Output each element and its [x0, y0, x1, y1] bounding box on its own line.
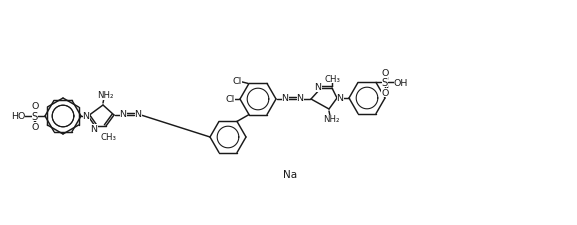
- Text: S: S: [32, 112, 38, 122]
- Text: Cl: Cl: [233, 76, 242, 86]
- Text: NH₂: NH₂: [323, 115, 339, 124]
- Text: S: S: [382, 78, 388, 88]
- Text: N: N: [314, 83, 321, 92]
- Text: O: O: [31, 122, 39, 131]
- Text: O: O: [381, 88, 389, 97]
- Text: O: O: [31, 102, 39, 111]
- Text: Na: Na: [283, 169, 297, 179]
- Text: CH₃: CH₃: [324, 74, 340, 83]
- Text: NH₂: NH₂: [97, 91, 113, 100]
- Text: N: N: [119, 110, 126, 119]
- Text: O: O: [381, 69, 389, 78]
- Text: N: N: [83, 112, 89, 121]
- Text: N: N: [134, 110, 141, 119]
- Text: N: N: [282, 94, 288, 103]
- Text: OH: OH: [394, 79, 408, 88]
- Text: HO: HO: [11, 112, 25, 121]
- Text: Cl: Cl: [226, 95, 235, 104]
- Text: N: N: [336, 94, 343, 103]
- Text: CH₃: CH₃: [100, 132, 116, 141]
- Text: N: N: [297, 94, 304, 103]
- Text: N: N: [91, 124, 98, 133]
